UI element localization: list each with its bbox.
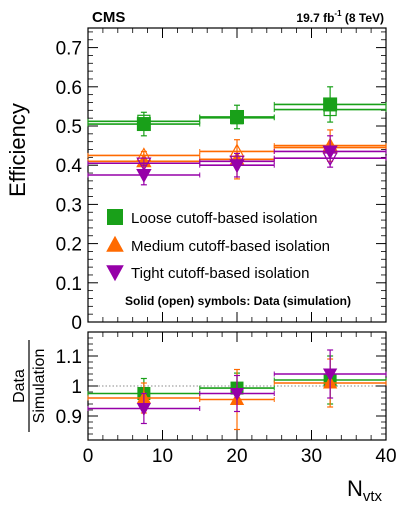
- legend-marker-triangle-down: [106, 265, 124, 282]
- x-tick-label: 20: [226, 446, 247, 467]
- ratio-title-denominator: Simulation: [31, 349, 48, 424]
- ratio-title-numerator: Data: [11, 369, 28, 403]
- bottom-y-tick-label: 0.9: [56, 407, 82, 428]
- top-y-axis-title: Efficiency: [5, 103, 30, 197]
- data-marker: [323, 97, 338, 112]
- efficiency-panel: 0 0.1 0.2 0.3 0.4 0.5 0.6 0.7: [56, 27, 387, 334]
- ratio-marker: [136, 402, 152, 416]
- data-simulation-note: Solid (open) symbols: Data (simulation): [125, 294, 351, 308]
- data-marker: [136, 169, 152, 184]
- ratio-marker: [322, 368, 338, 382]
- legend-marker-square: [107, 209, 123, 225]
- top-y-tick-label: 0.4: [56, 156, 83, 177]
- legend-label: Loose cutoff-based isolation: [131, 210, 318, 227]
- top-series-layer: [87, 86, 387, 186]
- legend-marker-triangle-up: [106, 235, 124, 252]
- ratio-axis-title: Data Simulation: [11, 340, 48, 432]
- x-axis-title: Nvtx: [347, 476, 383, 505]
- ratio-marker: [229, 387, 245, 401]
- luminosity-label: 19.7 fb-1 (8 TeV): [296, 9, 384, 25]
- data-marker: [229, 159, 245, 174]
- legend-label: Tight cutoff-based isolation: [131, 265, 309, 282]
- series-square-group: [87, 86, 387, 137]
- top-y-tick-label: 0: [71, 313, 82, 334]
- top-y-tick-label: 0.2: [56, 235, 82, 256]
- x-tick-label: 40: [375, 446, 396, 467]
- top-y-tick-label: 0.7: [56, 39, 82, 60]
- bottom-x-axis: 0 10 20 30 40: [83, 332, 397, 467]
- data-marker: [322, 145, 338, 160]
- bottom-y-tick-label: 1.1: [56, 347, 82, 368]
- top-y-tick-label: 0.6: [56, 78, 82, 99]
- legend: Loose cutoff-based isolation Medium cutof…: [106, 209, 330, 282]
- x-tick-label: 0: [83, 446, 94, 467]
- top-x-ticks: [87, 28, 387, 322]
- bottom-y-tick-label: 1: [71, 377, 82, 398]
- top-y-tick-label: 0.3: [56, 195, 82, 216]
- top-y-tick-label: 0.1: [56, 274, 82, 295]
- bottom-series-layer: [87, 349, 387, 431]
- data-marker: [136, 117, 151, 132]
- simulation-marker: [136, 157, 152, 172]
- top-y-axis: 0 0.1 0.2 0.3 0.4 0.5 0.6 0.7: [56, 31, 386, 334]
- x-tick-label: 10: [152, 446, 173, 467]
- bottom-y-axis: 0.9 1 1.1: [56, 337, 386, 435]
- ratio-series-triangle-down-group: [87, 349, 387, 425]
- ratio-panel: 0.9 1 1.1 0 10 20 30 40: [56, 331, 397, 467]
- legend-label: Medium cutoff-based isolation: [131, 238, 330, 255]
- top-y-tick-label: 0.5: [56, 117, 82, 138]
- data-marker: [230, 109, 244, 124]
- series-triangle-down-group: [87, 135, 387, 186]
- cms-label: CMS: [92, 9, 125, 26]
- x-tick-label: 30: [301, 446, 322, 467]
